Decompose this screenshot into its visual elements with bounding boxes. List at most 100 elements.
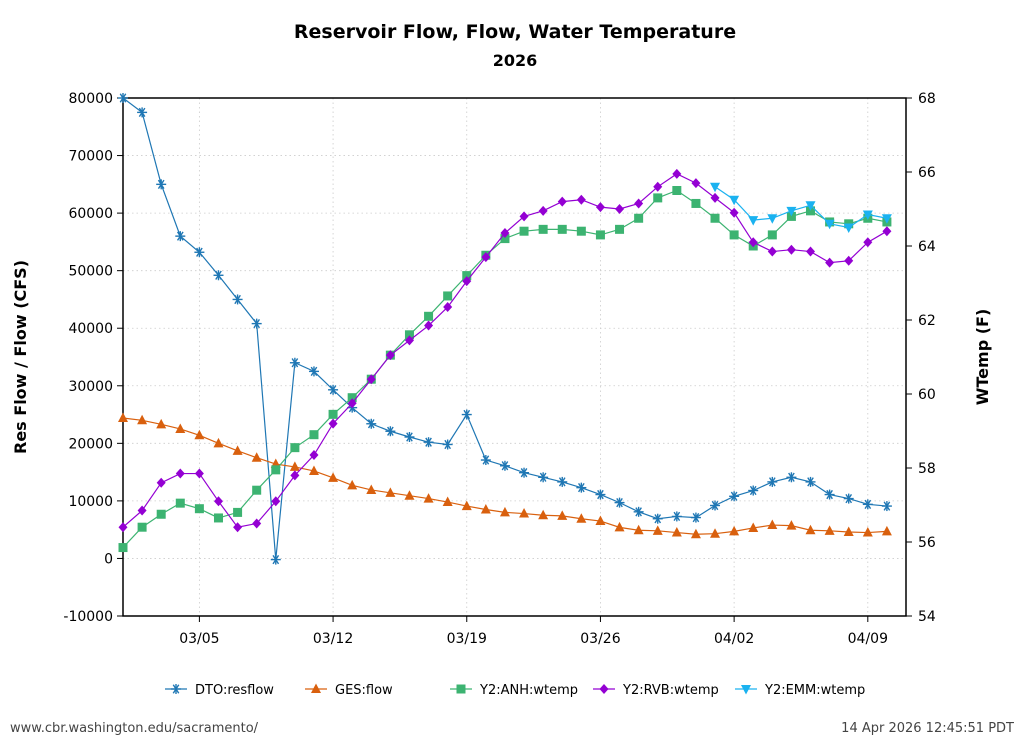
data-point xyxy=(462,271,472,281)
data-point xyxy=(652,513,663,524)
data-point xyxy=(443,302,453,313)
plot-area xyxy=(122,97,907,617)
data-point xyxy=(232,445,243,455)
data-point xyxy=(863,237,873,248)
data-point xyxy=(118,543,128,553)
data-point xyxy=(634,213,644,223)
y-tick-label: 20000 xyxy=(68,436,113,452)
data-point xyxy=(576,226,586,236)
data-point xyxy=(366,418,377,429)
data-point xyxy=(653,193,663,203)
data-point xyxy=(519,467,530,478)
legend-label: Y2:RVB:wtemp xyxy=(622,683,719,698)
data-point xyxy=(576,194,586,205)
x-tick-label: 04/02 xyxy=(714,631,754,647)
data-point xyxy=(347,393,357,403)
y-tick-label: -10000 xyxy=(63,609,113,625)
data-point xyxy=(843,223,854,233)
data-point xyxy=(251,318,262,329)
data-point xyxy=(538,472,549,483)
data-point xyxy=(424,311,434,321)
data-point xyxy=(137,414,148,425)
data-point xyxy=(691,198,701,208)
data-point xyxy=(347,479,358,490)
data-point xyxy=(538,224,548,234)
data-point xyxy=(519,226,529,236)
data-point xyxy=(461,500,472,511)
data-point xyxy=(671,511,682,522)
series-y2-rvb-wtemp xyxy=(118,168,892,533)
data-point xyxy=(633,524,644,535)
data-point xyxy=(538,205,548,216)
legend-marker xyxy=(741,685,751,695)
data-point xyxy=(118,522,128,533)
data-point xyxy=(615,224,625,234)
data-point xyxy=(710,182,721,193)
series-y2-emm-wtemp xyxy=(710,182,892,233)
data-point xyxy=(805,201,816,211)
data-point xyxy=(862,210,873,221)
data-point xyxy=(385,487,396,497)
legend-marker xyxy=(171,684,181,694)
data-point xyxy=(404,330,414,340)
data-point xyxy=(213,496,223,507)
data-point xyxy=(614,497,625,508)
series-line xyxy=(714,186,888,229)
series-line xyxy=(122,189,888,548)
axes: -10000 0 10000 20000 30000 40000 50000 60000 700… xyxy=(63,91,936,647)
data-point xyxy=(519,508,530,518)
data-point xyxy=(729,525,740,536)
data-point xyxy=(710,500,721,511)
data-point xyxy=(767,246,777,257)
data-point xyxy=(614,521,625,532)
data-point xyxy=(595,515,606,526)
data-point xyxy=(194,468,204,479)
data-point xyxy=(309,450,319,461)
x-tick-label: 03/05 xyxy=(179,631,219,647)
data-point xyxy=(233,507,243,517)
data-point xyxy=(328,472,339,482)
series-line xyxy=(122,97,887,560)
chart-subtitle: 2026 xyxy=(493,51,538,70)
source-url[interactable]: www.cbr.washington.edu/sacramento/ xyxy=(10,721,259,736)
data-point xyxy=(118,93,128,103)
data-point xyxy=(252,485,262,495)
y-tick-label: 30000 xyxy=(68,379,113,395)
y2-tick-label: 54 xyxy=(918,609,936,625)
data-point xyxy=(748,216,759,226)
data-point xyxy=(825,257,835,268)
data-point xyxy=(175,468,185,479)
data-point xyxy=(672,168,682,179)
data-point xyxy=(499,460,510,471)
data-point xyxy=(328,409,338,419)
data-point xyxy=(595,202,605,213)
data-point xyxy=(118,412,128,423)
data-point xyxy=(729,491,740,502)
data-point xyxy=(137,522,147,532)
series-dto-resflow xyxy=(118,93,892,565)
data-point xyxy=(881,501,892,512)
x-tick-label: 03/26 xyxy=(580,631,620,647)
data-point xyxy=(824,525,835,535)
data-point xyxy=(309,430,319,440)
data-point xyxy=(308,465,319,475)
data-point xyxy=(175,498,185,508)
timestamp: 14 Apr 2026 12:45:51 PDT xyxy=(841,721,1014,736)
data-point xyxy=(233,522,243,533)
data-point xyxy=(290,470,300,481)
data-point xyxy=(653,181,663,192)
x-tick-label: 03/12 xyxy=(313,631,353,647)
y-tick-label: 0 xyxy=(104,551,113,567)
data-point xyxy=(824,489,835,500)
data-point xyxy=(729,230,739,240)
data-point xyxy=(290,443,300,453)
y2-tick-label: 64 xyxy=(918,239,936,255)
data-point xyxy=(843,526,854,536)
data-point xyxy=(442,496,453,507)
data-point xyxy=(385,426,396,437)
data-point xyxy=(289,461,300,471)
y-axis-label: Res Flow / Flow (CFS) xyxy=(11,260,30,454)
y-tick-label: 60000 xyxy=(68,206,113,222)
data-point xyxy=(347,398,357,409)
data-point xyxy=(423,493,434,503)
